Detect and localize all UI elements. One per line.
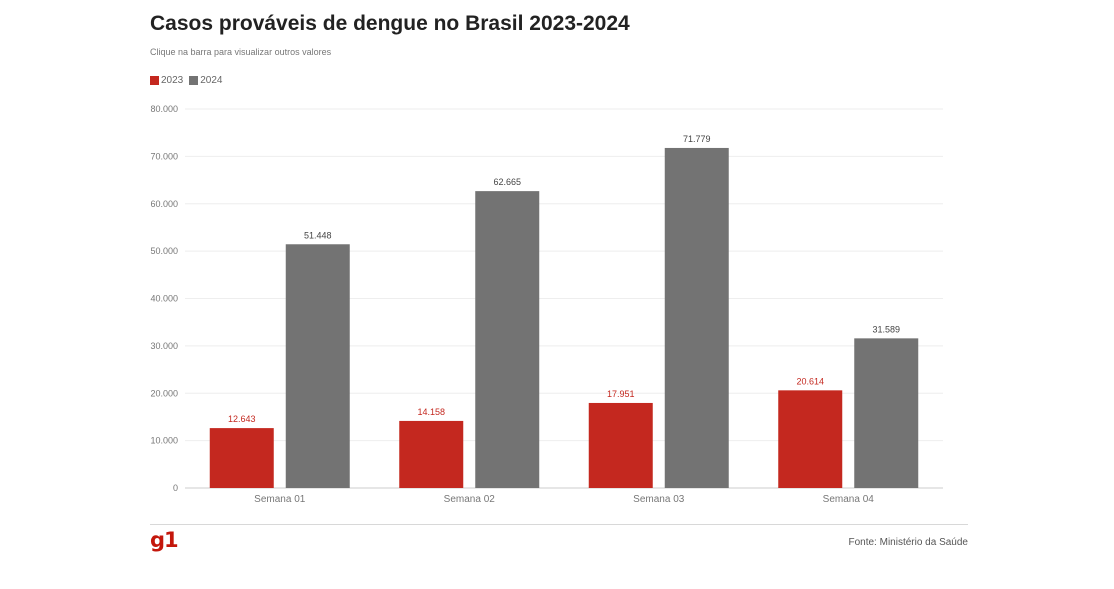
legend-swatch-2023 (150, 76, 159, 85)
data-label: 12.643 (228, 414, 256, 424)
data-label: 71.779 (683, 134, 711, 144)
data-label: 62.665 (493, 177, 521, 187)
chart-subtitle: Clique na barra para visualizar outros v… (150, 47, 332, 57)
y-tick-label: 50.000 (150, 246, 178, 256)
bar-2024-2[interactable] (475, 191, 540, 488)
legend-item-2024[interactable]: 2024 (189, 75, 223, 86)
bar-2024-4[interactable] (854, 338, 919, 488)
bar-2023-2[interactable] (399, 420, 464, 488)
x-tick-label: Semana 03 (633, 494, 685, 505)
legend: 2023 2024 (150, 75, 223, 86)
x-tick-label: Semana 01 (254, 494, 306, 505)
x-tick-label: Semana 04 (823, 494, 875, 505)
y-tick-label: 0 (173, 483, 178, 493)
legend-swatch-2024 (189, 76, 199, 85)
source-note: Fonte: Ministério da Saúde (848, 537, 968, 548)
data-label: 17.951 (607, 389, 635, 399)
bar-2024-3[interactable] (664, 147, 729, 488)
y-tick-label: 30.000 (150, 341, 178, 351)
bar-2023-1[interactable] (209, 428, 274, 488)
bar-chart: 0 10.000 20.000 30.000 40.000 50.000 60.000 70.… (150, 104, 943, 505)
data-label: 51.448 (304, 230, 332, 240)
y-tick-label: 70.000 (150, 151, 178, 161)
y-tick-label: 80.000 (150, 104, 178, 114)
y-tick-label: 40.000 (150, 294, 178, 304)
chart-title: Casos prováveis de dengue no Brasil 2023… (150, 12, 630, 35)
bar-2023-3[interactable] (588, 402, 653, 488)
data-label: 31.589 (872, 324, 900, 334)
y-tick-label: 60.000 (150, 199, 178, 209)
bar-2024-1[interactable] (285, 244, 350, 488)
g1-logo: g1 (150, 528, 179, 552)
y-tick-label: 20.000 (150, 388, 178, 398)
footer-divider (150, 524, 968, 525)
legend-item-2023[interactable]: 2023 (150, 75, 183, 86)
x-tick-label: Semana 02 (444, 494, 496, 505)
data-label: 20.614 (796, 376, 824, 386)
data-label: 14.158 (417, 407, 445, 417)
y-tick-label: 10.000 (150, 436, 178, 446)
legend-label-2023: 2023 (161, 75, 184, 86)
bar-2023-4[interactable] (778, 390, 843, 488)
legend-label-2024: 2024 (200, 75, 223, 86)
